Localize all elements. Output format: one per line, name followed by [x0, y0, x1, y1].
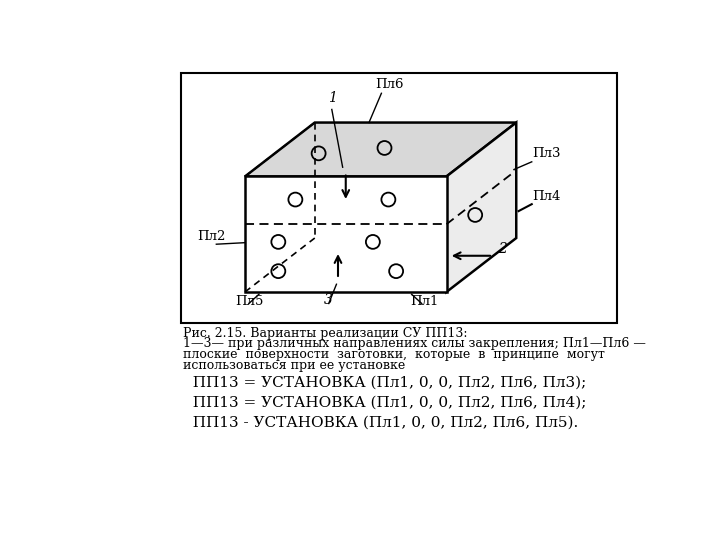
Polygon shape	[245, 123, 516, 177]
Text: ПП13 - УСТАНОВКА (Пл1, 0, 0, Пл2, Пл6, Пл5).: ПП13 - УСТАНОВКА (Пл1, 0, 0, Пл2, Пл6, П…	[183, 416, 578, 430]
Text: плоские  поверхности  заготовки,  которые  в  принципе  могут: плоские поверхности заготовки, которые в…	[183, 348, 605, 361]
Text: 2: 2	[498, 242, 508, 255]
Text: ПП13 = УСТАНОВКА (Пл1, 0, 0, Пл2, Пл6, Пл3);: ПП13 = УСТАНОВКА (Пл1, 0, 0, Пл2, Пл6, П…	[183, 376, 586, 390]
Text: ПП13 = УСТАНОВКА (Пл1, 0, 0, Пл2, Пл6, Пл4);: ПП13 = УСТАНОВКА (Пл1, 0, 0, Пл2, Пл6, П…	[183, 396, 586, 410]
Text: Пл4: Пл4	[532, 190, 560, 202]
Polygon shape	[446, 123, 516, 292]
Text: Рис. 2.15. Варианты реализации СУ ПП13:: Рис. 2.15. Варианты реализации СУ ПП13:	[183, 327, 467, 340]
Text: Пл2: Пл2	[197, 231, 225, 244]
Text: Пл6: Пл6	[375, 78, 404, 91]
Text: Пл5: Пл5	[235, 295, 264, 308]
Bar	[181, 72, 617, 323]
Text: Пл1: Пл1	[410, 295, 438, 308]
Text: использоваться при ее установке: использоваться при ее установке	[183, 359, 405, 372]
Polygon shape	[245, 177, 446, 292]
Text: Пл3: Пл3	[532, 147, 560, 160]
Text: 1—3— при различных направлениях силы закрепления; Пл1—Пл6 —: 1—3— при различных направлениях силы зак…	[183, 338, 646, 350]
Text: 3: 3	[324, 293, 333, 307]
Text: 1: 1	[328, 91, 337, 105]
